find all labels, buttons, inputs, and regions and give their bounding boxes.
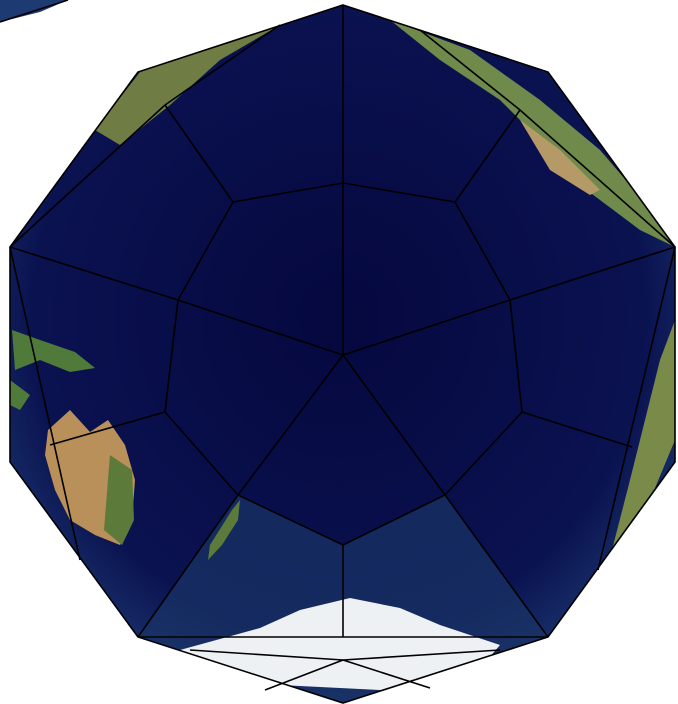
america-desert <box>520 120 600 195</box>
antarctica <box>180 598 500 690</box>
face-edges <box>9 4 676 704</box>
face-edge <box>164 24 281 106</box>
face-edge <box>164 104 234 203</box>
face-edge <box>9 104 166 248</box>
australia-east <box>104 455 134 545</box>
south-america-land <box>600 320 675 570</box>
outline <box>9 4 676 704</box>
asia-land <box>95 25 280 145</box>
face-edge <box>454 109 521 203</box>
face-edge <box>342 659 431 689</box>
face-edge <box>49 411 166 446</box>
islands <box>10 380 30 410</box>
face-edge <box>509 246 676 301</box>
face-edge <box>597 246 676 571</box>
fragment-edge <box>0 0 69 23</box>
new-guinea <box>12 330 95 372</box>
face-edge <box>9 246 81 561</box>
america-land <box>390 20 675 247</box>
new-zealand <box>208 500 240 560</box>
face-edge <box>264 659 344 691</box>
face-edge <box>521 411 633 448</box>
face-edge <box>137 494 239 638</box>
face-edge <box>9 246 179 301</box>
face-edge <box>519 109 676 248</box>
face-edge <box>444 494 549 638</box>
face-edge <box>419 29 521 111</box>
